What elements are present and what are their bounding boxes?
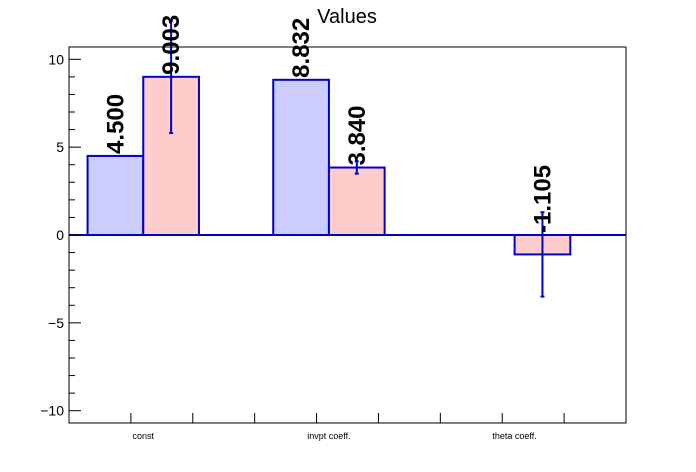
y-axis: −10 −5 0 5 10 — [40, 51, 81, 419]
value-label-0-0: 4.500 — [102, 94, 129, 154]
bar-1-0 — [272, 78, 330, 236]
y-tick-label: 5 — [56, 139, 64, 155]
value-label-0-1: 9.003 — [158, 15, 185, 75]
y-tick-label: −10 — [40, 403, 64, 419]
bar-0-0 — [86, 154, 145, 237]
bar-1-1 — [327, 166, 386, 236]
value-label-2-1: -1.105 — [529, 165, 556, 233]
x-axis: const invpt coeff. theta coeff. — [130, 413, 565, 441]
value-labels-layer: 4.500 8.832 9.003 3.840 -1.105 — [102, 15, 556, 233]
y-tick-label: 0 — [56, 227, 64, 243]
error-bars-layer — [169, 19, 545, 298]
x-category-label: const — [133, 431, 155, 441]
value-label-1-1: 3.840 — [344, 105, 371, 165]
chart-title: Values — [317, 6, 377, 28]
y-tick-label: −5 — [48, 315, 64, 331]
y-tick-label: 10 — [48, 51, 64, 67]
x-category-label: theta coeff. — [492, 431, 536, 441]
value-label-1-0: 8.832 — [288, 18, 315, 78]
x-category-label: invpt coeff. — [307, 431, 350, 441]
